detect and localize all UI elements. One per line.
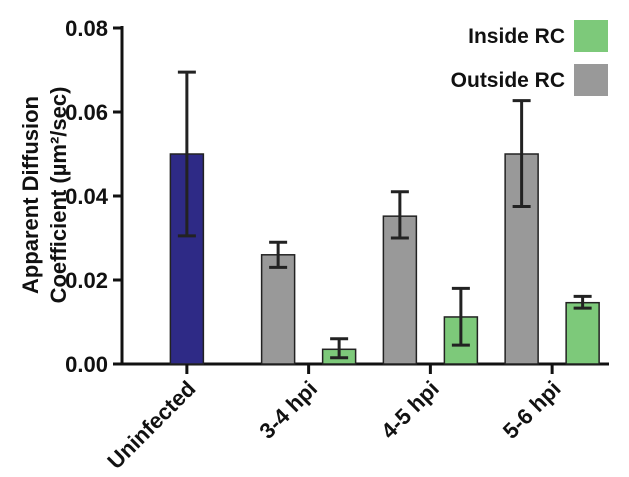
error-bar xyxy=(573,294,592,310)
y-axis-title: Apparent Diffusion Coefficient (µm²/sec) xyxy=(18,87,71,304)
error-bar xyxy=(177,70,196,238)
y-tick-label: 0.06 xyxy=(65,100,108,125)
y-tick-label: 0.04 xyxy=(65,184,109,209)
y-tick-label: 0.02 xyxy=(65,268,108,293)
x-tick-label: 3-4 hpi xyxy=(254,376,322,444)
legend-label: Inside RC xyxy=(468,25,565,48)
y-axis-title-line-1: Apparent Diffusion xyxy=(18,96,43,294)
error-bar xyxy=(512,99,531,208)
legend-swatch xyxy=(574,64,608,96)
error-bar xyxy=(330,337,349,360)
legend-swatch xyxy=(574,20,608,52)
bar-3-4-hpi-outside-rc xyxy=(260,254,296,365)
bars xyxy=(169,70,600,365)
x-ticks: Uninfected 3-4 hpi 4-5 hpi 5-6 hpi xyxy=(102,364,566,474)
y-axis-title-line-2: Coefficient (µm²/sec) xyxy=(46,87,71,304)
error-bar xyxy=(451,286,470,347)
y-tick-label: 0.08 xyxy=(65,16,108,41)
error-bar xyxy=(269,240,288,269)
y-tick-label: 0.00 xyxy=(65,352,108,377)
legend-label: Outside RC xyxy=(451,69,565,92)
x-tick-label: Uninfected xyxy=(102,376,200,474)
y-ticks: 0.00 0.02 0.04 0.06 0.08 xyxy=(65,16,122,377)
legend: Inside RC Outside RC xyxy=(451,20,608,96)
x-tick-label: 4-5 hpi xyxy=(376,376,444,444)
bar-5-6-hpi-inside-rc xyxy=(565,301,600,365)
error-bar xyxy=(390,190,409,240)
x-tick-label: 5-6 hpi xyxy=(498,376,566,444)
